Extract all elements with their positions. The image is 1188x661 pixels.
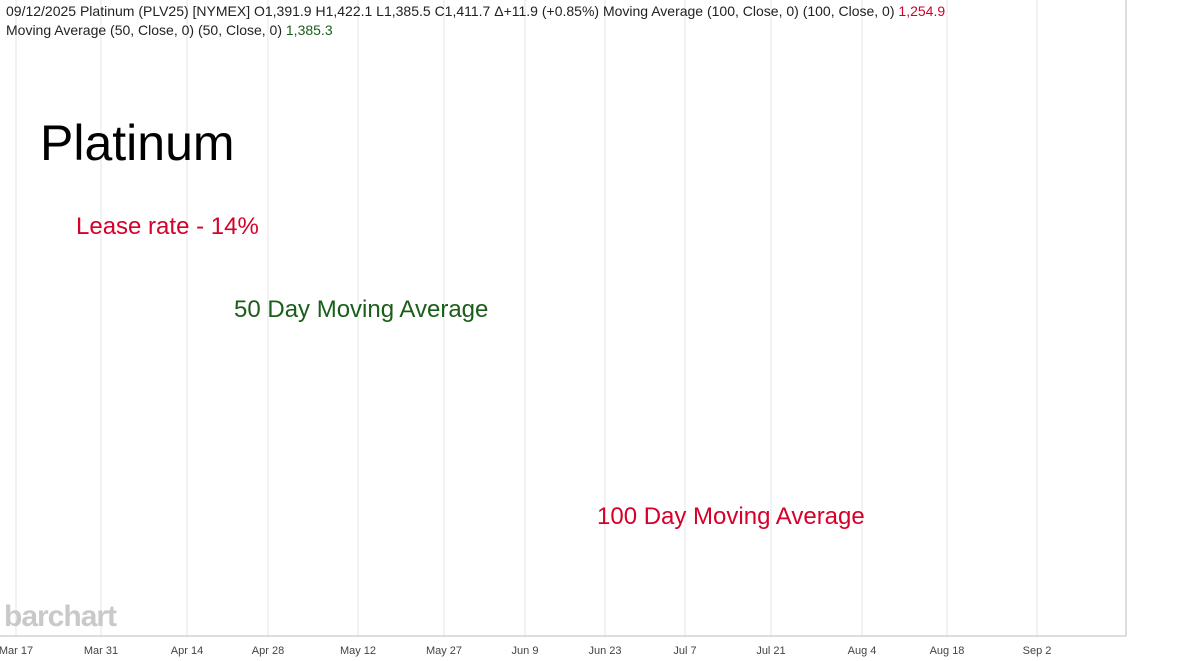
ma100-annotation: 100 Day Moving Average bbox=[597, 503, 865, 530]
x-tick-label: Aug 18 bbox=[930, 645, 965, 657]
barchart-watermark: barchart bbox=[4, 600, 117, 633]
ma50-annotation: 50 Day Moving Average bbox=[234, 296, 489, 323]
ma50-readout: 1,385.3 bbox=[285, 22, 333, 38]
x-tick-label: Jun 23 bbox=[588, 645, 621, 657]
x-tick-label: Apr 14 bbox=[171, 645, 203, 657]
x-tick-label: Jun 9 bbox=[512, 645, 539, 657]
chart-header: 09/12/2025 Platinum (PLV25) [NYMEX] O1,3… bbox=[6, 2, 945, 40]
x-tick-label: Jul 21 bbox=[756, 645, 785, 657]
ma100-readout: 1,254.9 bbox=[898, 3, 946, 19]
x-tick-label: Apr 28 bbox=[252, 645, 284, 657]
x-tick-label: May 12 bbox=[340, 645, 376, 657]
x-tick-label: Sep 2 bbox=[1023, 645, 1052, 657]
lease-rate-annotation: Lease rate - 14% bbox=[76, 213, 259, 240]
ohlc-summary: 09/12/2025 Platinum (PLV25) [NYMEX] O1,3… bbox=[6, 3, 899, 19]
x-tick-label: Mar 31 bbox=[84, 645, 118, 657]
ma50-label: Moving Average (50, Close, 0) (50, Close… bbox=[6, 22, 286, 38]
x-tick-label: Jul 7 bbox=[673, 645, 696, 657]
x-tick-label: May 27 bbox=[426, 645, 462, 657]
x-tick-label: Aug 4 bbox=[848, 645, 877, 657]
header-line-2: Moving Average (50, Close, 0) (50, Close… bbox=[6, 21, 945, 40]
x-tick-label: Mar 17 bbox=[0, 645, 33, 657]
chart-title: Platinum bbox=[40, 115, 235, 171]
header-line-1: 09/12/2025 Platinum (PLV25) [NYMEX] O1,3… bbox=[6, 2, 945, 21]
